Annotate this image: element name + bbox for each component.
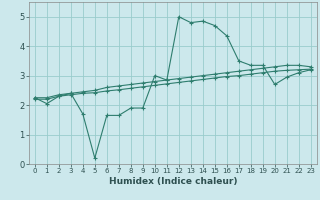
X-axis label: Humidex (Indice chaleur): Humidex (Indice chaleur) <box>108 177 237 186</box>
